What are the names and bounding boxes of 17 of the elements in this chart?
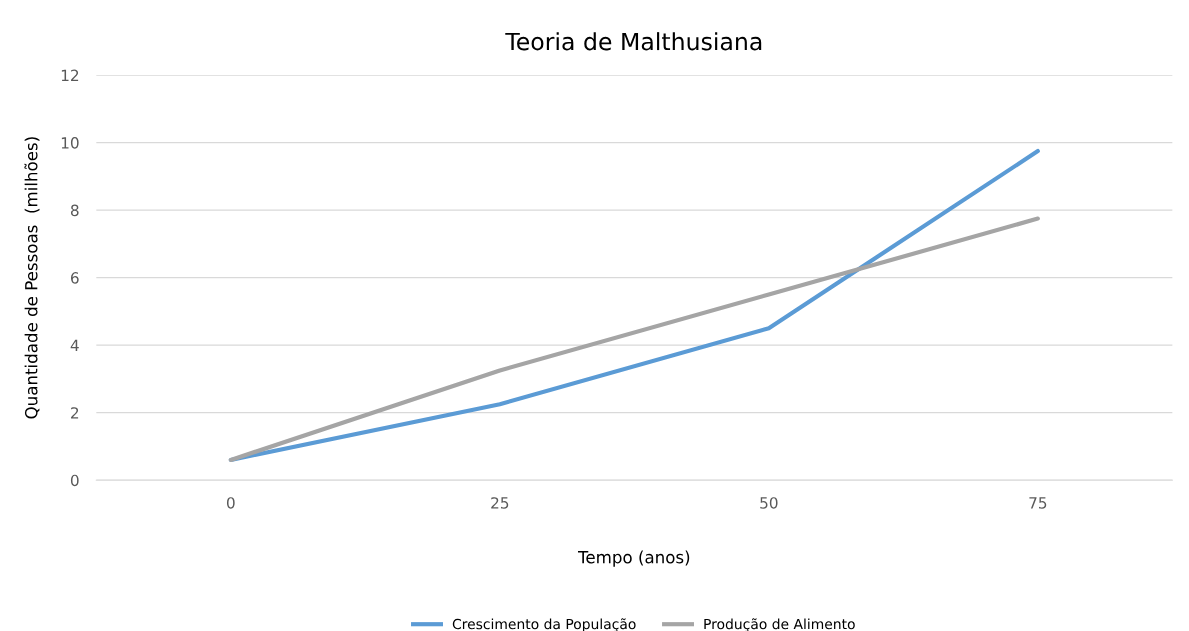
y-axis-title: Quantidade de Pessoas (milhões)	[24, 137, 40, 419]
x-tick-label: 50	[760, 497, 778, 509]
x-tick-label: 0	[226, 497, 235, 509]
chart-title: Teoria de Malthusiana	[505, 32, 762, 51]
x-tick-label: 25	[491, 497, 509, 509]
y-tick-label: 8	[70, 204, 79, 217]
x-axis-title: Tempo (anos)	[578, 550, 690, 567]
y-tick-label: 6	[70, 272, 79, 284]
x-tick-label: 75	[1029, 497, 1047, 509]
y-tick-label: 0	[70, 474, 79, 487]
y-tick-label: 12	[61, 69, 79, 81]
y-tick-label: 10	[61, 137, 79, 149]
line-series	[228, 216, 1040, 463]
legend-label: Produção de Alimento	[704, 618, 855, 631]
y-tick-label: 2	[71, 407, 79, 419]
legend-label: Crescimento da População	[452, 618, 636, 631]
y-tick-label: 4	[70, 339, 79, 351]
